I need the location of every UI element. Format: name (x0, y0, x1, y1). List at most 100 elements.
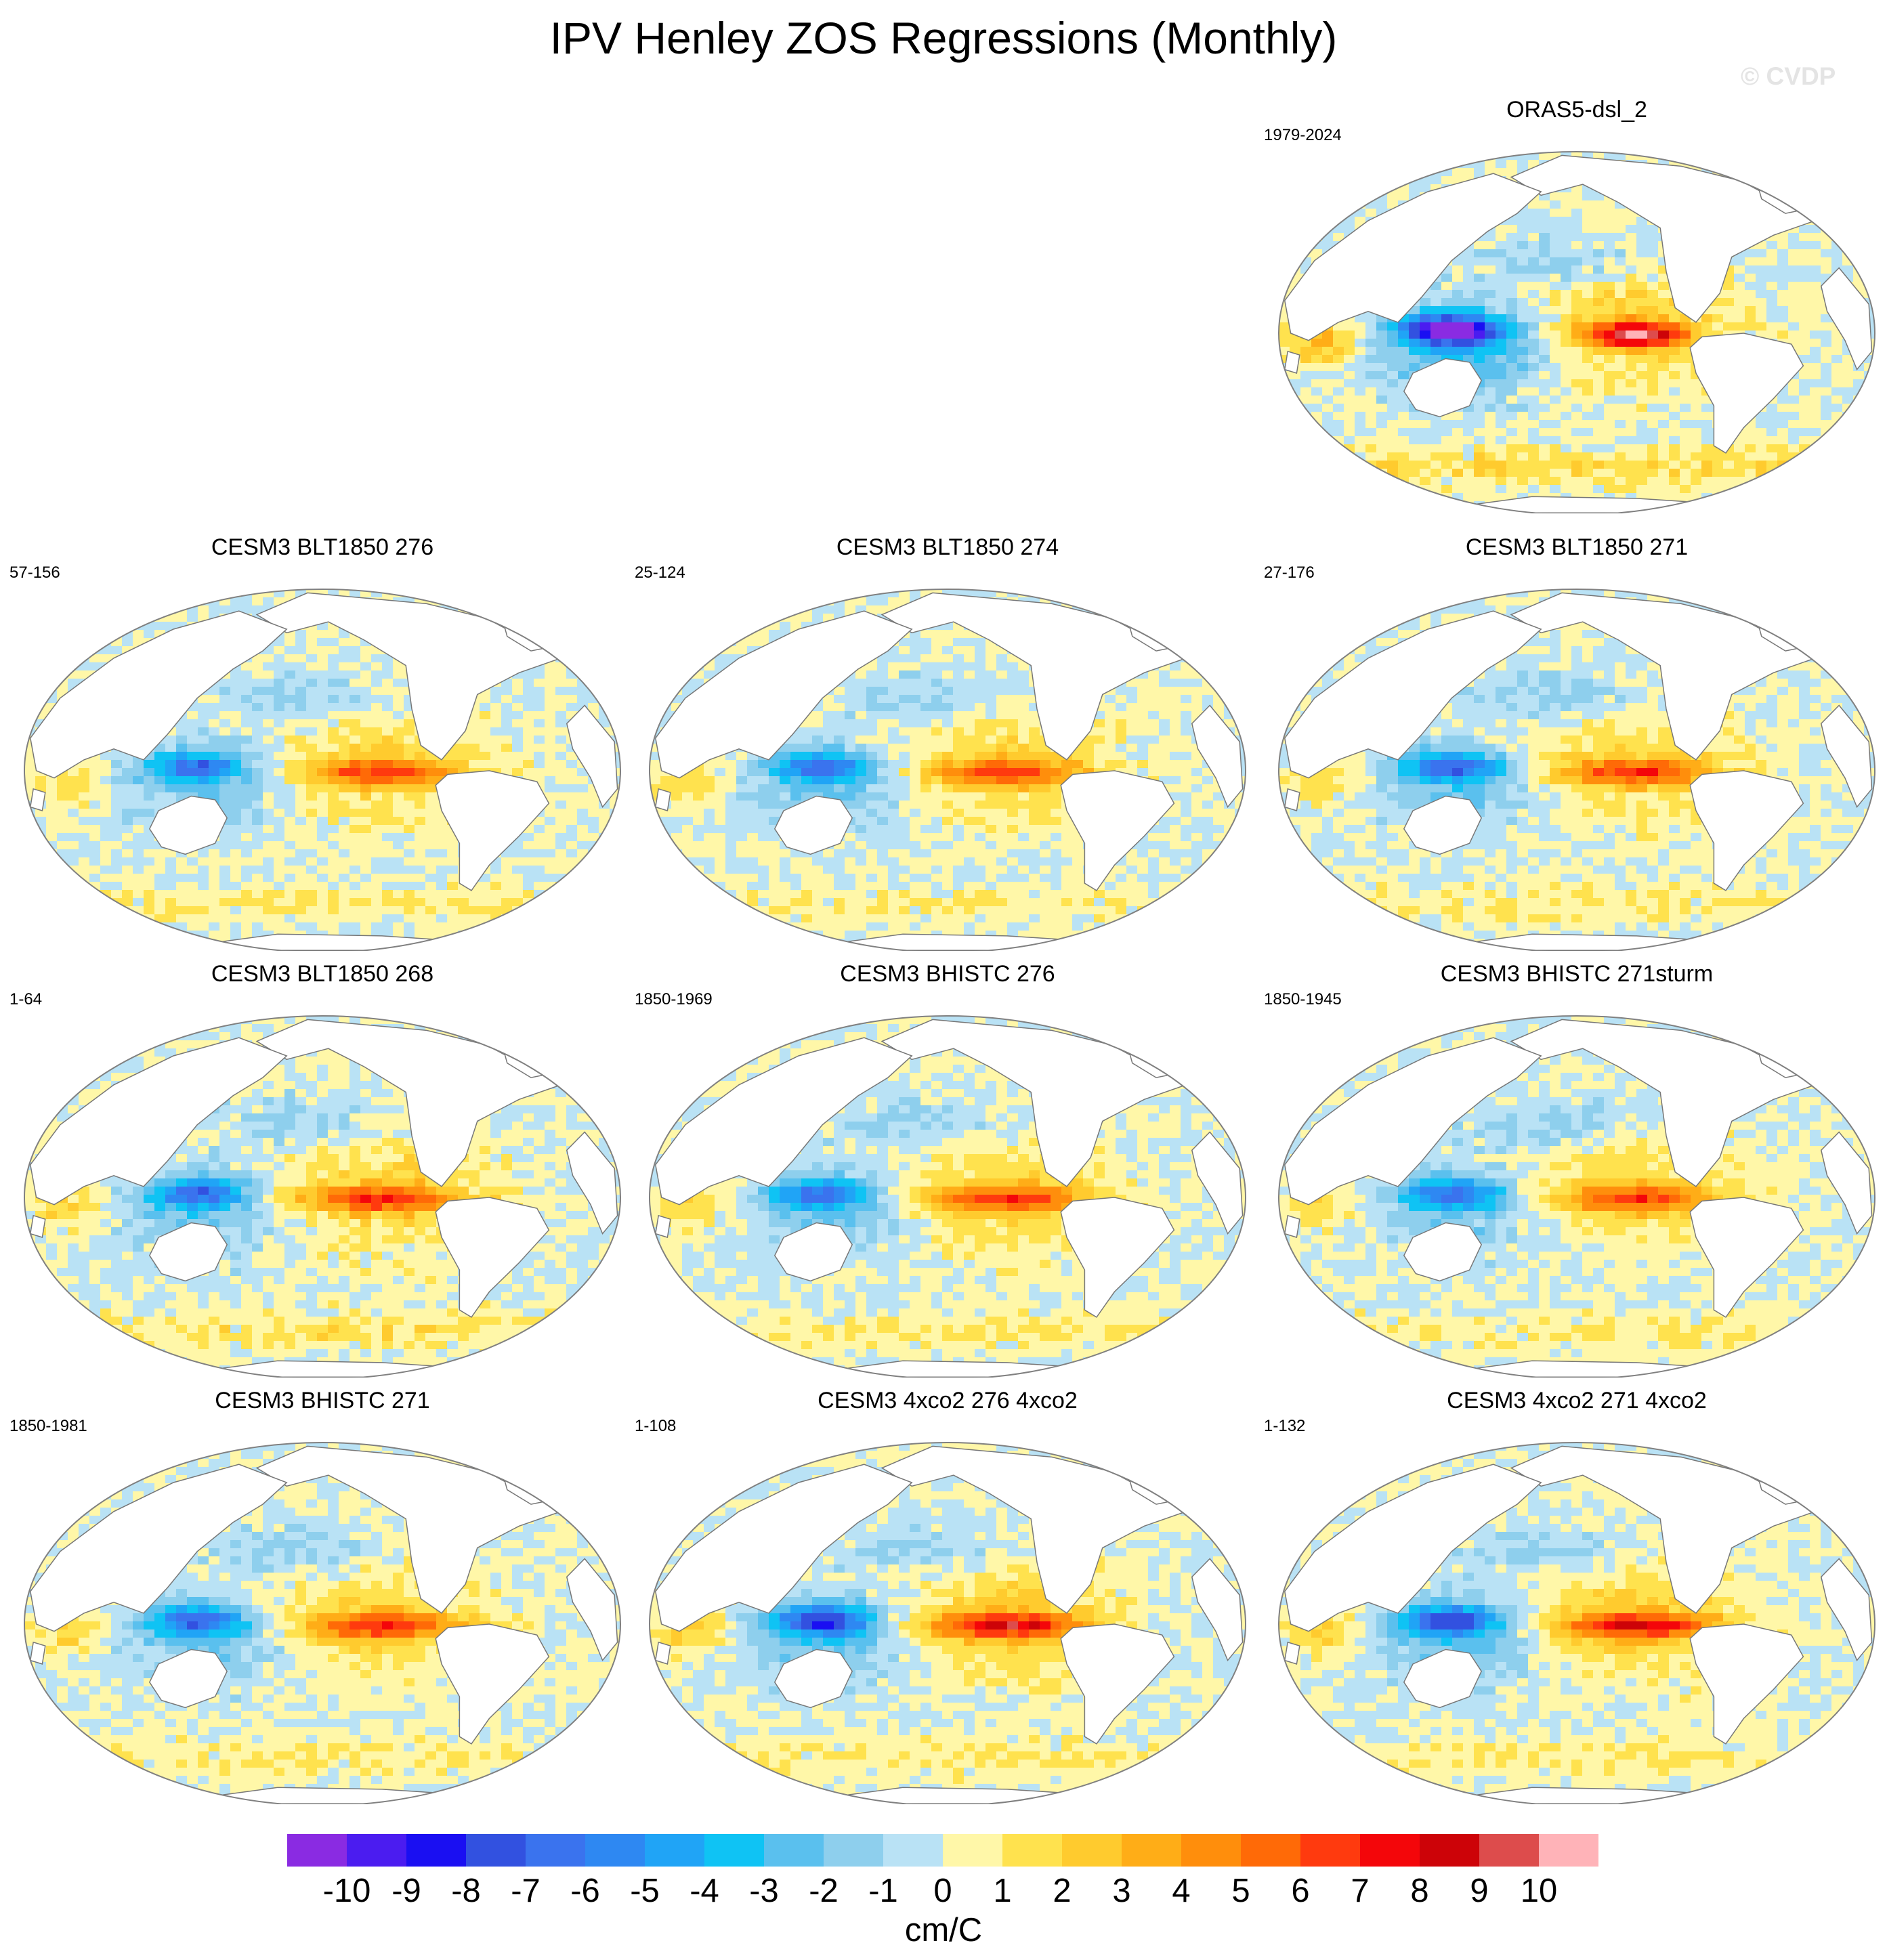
colorbar-tick-label: -8 (451, 1871, 481, 1911)
regression-field (650, 1443, 1246, 1804)
australia-land (773, 1648, 853, 1709)
australia-land (1403, 1648, 1483, 1709)
europe-africa-land (1191, 1558, 1244, 1662)
panel-title: CESM3 BLT1850 276 (9, 532, 635, 562)
panel-title: CESM3 BLT1850 271 (1264, 532, 1887, 562)
europe-africa-land (566, 1558, 618, 1662)
australia-land (1403, 1222, 1483, 1282)
madagascar-land (654, 788, 671, 811)
regression-field (1279, 1016, 1875, 1378)
regression-field (24, 1443, 620, 1804)
colorbar-tick-label: -1 (868, 1871, 898, 1911)
colorbar-tick-label: -2 (809, 1871, 839, 1911)
europe-africa-land (1820, 704, 1873, 809)
map-border (649, 1442, 1246, 1804)
panel-period: 1-64 (9, 990, 42, 1009)
south-america-land (435, 1623, 550, 1745)
colorbar-swatch (1062, 1834, 1122, 1867)
madagascar-land (654, 1641, 671, 1665)
panel-period: 1-108 (635, 1417, 676, 1436)
colorbar-swatch (1300, 1834, 1361, 1867)
australia-land (1403, 795, 1483, 855)
madagascar-land (1284, 350, 1300, 374)
colorbar-tick-label: -3 (749, 1871, 779, 1911)
panel-period: 1979-2024 (1264, 126, 1342, 145)
global-map (1278, 1442, 1875, 1804)
global-map (1278, 1015, 1875, 1378)
map-panel: CESM3 BHISTC 276 1850-1969 (635, 959, 1260, 1379)
global-map (1278, 589, 1875, 951)
global-map (649, 1442, 1246, 1804)
europe-africa-land (1191, 704, 1244, 809)
colorbar-tick-label: 7 (1351, 1871, 1369, 1911)
colorbar-swatch (883, 1834, 944, 1867)
panel-title: CESM3 BHISTC 271 (9, 1386, 635, 1415)
asia-land (30, 610, 288, 779)
colorbar-tick-label: 1 (993, 1871, 1011, 1911)
colorbar-swatch (347, 1834, 407, 1867)
australia-land (1403, 358, 1483, 418)
asia-land (1284, 1464, 1542, 1632)
global-map (24, 589, 621, 951)
map-border (1278, 1442, 1875, 1804)
madagascar-land (1284, 788, 1300, 811)
global-map (649, 1015, 1246, 1378)
colorbar-tick-label: -5 (630, 1871, 660, 1911)
map-panel: CESM3 BLT1850 274 25-124 (635, 532, 1260, 952)
panel-period: 1850-1969 (635, 990, 713, 1009)
colorbar-swatch (1241, 1834, 1301, 1867)
australia-land (148, 1648, 228, 1709)
map-border (1278, 1015, 1875, 1378)
colorbar-tick-label: -9 (391, 1871, 421, 1911)
australia-land (773, 795, 853, 855)
colorbar-swatch (406, 1834, 467, 1867)
colorbar-swatch (1420, 1834, 1480, 1867)
colorbar-swatch (645, 1834, 705, 1867)
asia-land (1284, 1037, 1542, 1206)
map-panel: CESM3 BLT1850 268 1-64 (9, 959, 635, 1379)
colorbar-tick-label: 3 (1112, 1871, 1130, 1911)
panel-title: ORAS5-dsl_2 (1264, 95, 1887, 125)
colorbar-tick-label: 9 (1470, 1871, 1488, 1911)
australia-land (148, 1222, 228, 1282)
regression-field (1279, 152, 1875, 513)
panel-title: CESM3 BLT1850 274 (635, 532, 1260, 562)
south-america-land (1689, 1197, 1804, 1318)
map-border (649, 589, 1246, 951)
asia-land (30, 1037, 288, 1206)
map-border (24, 1015, 621, 1378)
regression-field (24, 1016, 620, 1378)
colorbar-tick-label: 5 (1231, 1871, 1250, 1911)
colorbar-swatch (526, 1834, 586, 1867)
figure-title: IPV Henley ZOS Regressions (Monthly) (0, 9, 1887, 66)
asia-land (655, 1037, 913, 1206)
asia-land (1284, 173, 1542, 341)
europe-africa-land (1820, 267, 1873, 371)
madagascar-land (1284, 1214, 1300, 1238)
asia-land (655, 610, 913, 779)
regression-field (1279, 1443, 1875, 1804)
europe-africa-land (566, 704, 618, 809)
colorbar-tick-label: 10 (1521, 1871, 1558, 1911)
colorbar-swatch (943, 1834, 1003, 1867)
colorbar-swatch (1002, 1834, 1063, 1867)
south-america-land (1689, 1623, 1804, 1745)
asia-land (655, 1464, 913, 1632)
colorbar-tick-label: 8 (1410, 1871, 1428, 1911)
australia-land (148, 795, 228, 855)
colorbar-swatch (1122, 1834, 1182, 1867)
map-panel: CESM3 4xco2 271 4xco2 1-132 (1264, 1386, 1887, 1806)
panel-title: CESM3 BLT1850 268 (9, 959, 635, 989)
panel-title: CESM3 4xco2 276 4xco2 (635, 1386, 1260, 1415)
colorbar-swatch (1181, 1834, 1242, 1867)
europe-africa-land (1820, 1558, 1873, 1662)
colorbar-tick-label: -10 (323, 1871, 371, 1911)
madagascar-land (29, 788, 46, 811)
watermark: © CVDP (1741, 62, 1836, 91)
madagascar-land (654, 1214, 671, 1238)
colorbar-tick-label: -7 (511, 1871, 540, 1911)
map-panel: CESM3 BLT1850 276 57-156 (9, 532, 635, 952)
europe-africa-land (1191, 1131, 1244, 1235)
map-border (1278, 151, 1875, 513)
global-map (1278, 151, 1875, 513)
